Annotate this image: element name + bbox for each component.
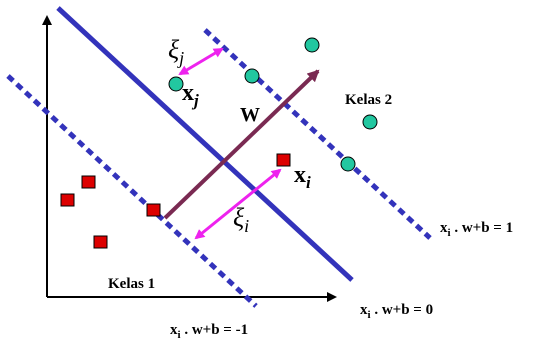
class2-point [168,76,184,92]
weight-vector-arrow [163,69,320,220]
class2-point [340,156,356,172]
class2-point [362,114,378,130]
equation-middle: xi . w+b = 0 [360,302,433,321]
slack-arrow-j [178,47,224,76]
x-i-label: xi [294,162,311,192]
upper-margin-line [203,28,432,240]
hyperplane-line [56,6,354,282]
xi-i-label: ξi [233,203,249,236]
class2-point [244,68,260,84]
slack-arrow-i [194,168,282,240]
class1-point [146,203,161,217]
class1-point [93,235,108,249]
class2-label: Kelas 2 [345,92,392,108]
equation-lower: xi . w+b = -1 [170,322,248,341]
class1-point [81,175,96,189]
lower-margin-line [6,74,258,308]
class2-point [304,37,320,53]
class1-point [60,193,75,207]
equation-upper: xi . w+b = 1 [440,220,513,239]
class1-label: Kelas 1 [108,276,155,292]
x-j-label: xj [182,80,199,110]
class1-point [276,153,291,167]
w-label: W [240,104,260,126]
xi-j-label: ξj [168,35,184,68]
